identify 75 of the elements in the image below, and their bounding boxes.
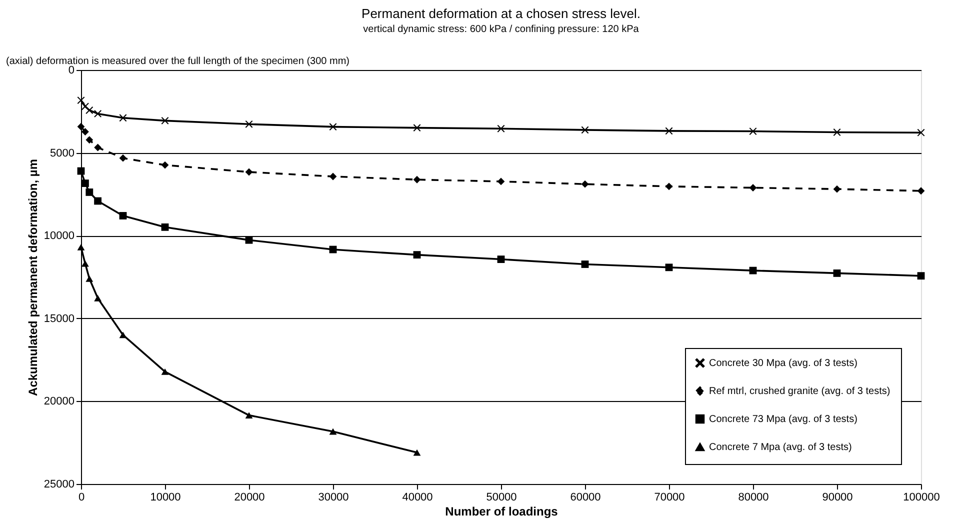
legend-label: Concrete 7 Mpa (avg. of 3 tests)	[709, 442, 852, 453]
point	[245, 120, 253, 128]
point	[86, 136, 94, 144]
point	[81, 128, 89, 136]
y-tick-label: 25000	[44, 478, 74, 490]
point	[94, 197, 102, 205]
point	[833, 185, 841, 193]
point	[245, 412, 253, 418]
point	[665, 264, 673, 272]
chart-subtitle: vertical dynamic stress: 600 kPa / confining pressure: 120 kPa	[363, 24, 640, 35]
x-tick-label: 100000	[903, 492, 940, 504]
point	[581, 126, 589, 134]
point	[245, 236, 253, 244]
legend-label: Ref mtrl, crushed granite (avg. of 3 tests)	[709, 386, 890, 397]
x-tick-label: 40000	[402, 492, 433, 504]
x-tick-label: 70000	[654, 492, 685, 504]
point	[833, 128, 841, 136]
y-tick-label: 15000	[44, 312, 74, 325]
point	[94, 144, 102, 152]
text: (axial) deformation is measured over the full length of the specimen (300 mm)	[6, 56, 350, 67]
x-tick-label: 90000	[822, 492, 853, 504]
y-tick-label: 0	[68, 64, 74, 76]
point	[77, 244, 85, 250]
point	[833, 269, 841, 277]
point	[917, 187, 925, 195]
x-tick-label: 20000	[234, 492, 265, 504]
y-tick-label: 10000	[44, 230, 74, 242]
point	[497, 256, 505, 263]
x-tick-label: 0	[78, 492, 85, 504]
point	[119, 154, 127, 162]
point	[329, 123, 337, 131]
point	[161, 161, 169, 169]
point	[119, 332, 127, 338]
point	[161, 116, 169, 124]
x-axis-title: Number of loadings	[445, 504, 558, 518]
x-tick-label: 50000	[486, 492, 517, 504]
point	[119, 212, 127, 220]
point	[94, 110, 102, 118]
point	[81, 260, 89, 267]
x-tick-label: 30000	[318, 492, 349, 504]
x-tick-label: 80000	[738, 492, 769, 504]
point	[665, 182, 673, 190]
point	[413, 124, 421, 132]
legend-label: Concrete 30 Mpa (avg. of 3 tests)	[709, 358, 858, 369]
point	[77, 122, 85, 130]
point	[749, 128, 757, 135]
y-axis-title: Ackumulated permanent deformation, µm	[26, 159, 40, 396]
point	[94, 294, 102, 302]
point	[413, 251, 421, 259]
point	[329, 428, 337, 435]
point	[77, 96, 85, 104]
point	[413, 176, 421, 184]
point	[497, 124, 505, 132]
point	[119, 114, 127, 122]
point	[581, 260, 589, 268]
point	[86, 106, 94, 114]
point	[86, 275, 94, 282]
y-tick-label: 5000	[50, 147, 74, 160]
point	[581, 180, 589, 188]
point	[413, 449, 421, 456]
point	[161, 368, 169, 375]
point	[917, 128, 925, 136]
point	[86, 188, 94, 196]
y-tick-label: 20000	[44, 396, 74, 408]
x-tick-label: 60000	[570, 492, 601, 504]
chart-title: Permanent deformation at a chosen stress level.	[362, 6, 640, 21]
point	[917, 272, 925, 280]
point	[665, 127, 673, 135]
point	[497, 178, 505, 186]
point	[81, 180, 89, 187]
point	[245, 168, 253, 176]
point	[329, 172, 337, 180]
legend-label: Concrete 73 Mpa (avg. of 3 tests)	[709, 414, 858, 425]
point	[161, 223, 169, 231]
x-tick-label: 10000	[150, 492, 181, 504]
